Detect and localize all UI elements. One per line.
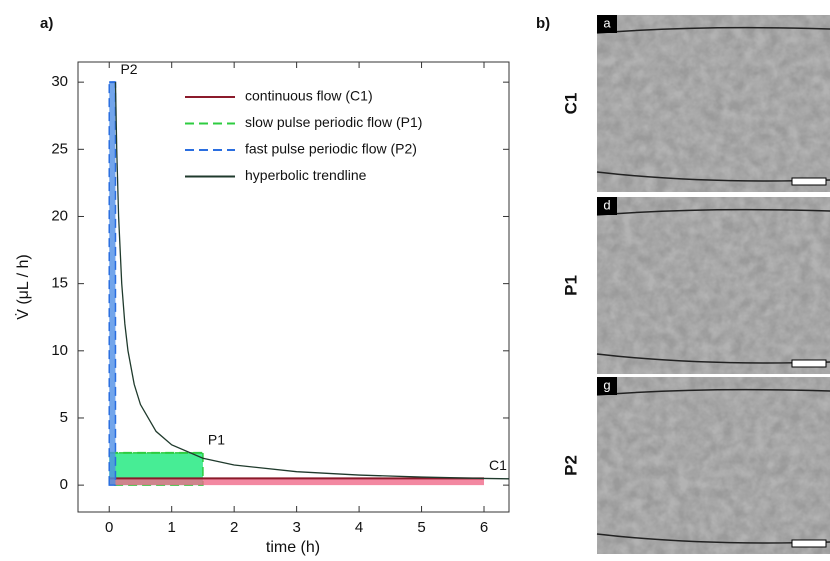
- trendline: [114, 82, 510, 480]
- x-tick-label: 1: [168, 519, 176, 536]
- legend-label: continuous flow (C1): [245, 88, 373, 104]
- flow-area: [108, 81, 117, 486]
- channel-edge: [596, 26, 830, 34]
- micrograph-texture: [597, 377, 830, 554]
- x-axis-label: time (h): [266, 539, 320, 556]
- plot-frame: [77, 61, 510, 513]
- y-tick-label: 15: [51, 275, 68, 292]
- scale-bar: [791, 539, 827, 548]
- image-tag: a: [603, 15, 611, 30]
- row-label: C1: [561, 93, 580, 115]
- channel-edge: [596, 388, 830, 396]
- row-label: P1: [561, 275, 580, 296]
- annotation: C1: [489, 457, 507, 473]
- scale-bar: [791, 177, 827, 186]
- y-tick-label: 20: [51, 207, 68, 224]
- tag-box: [597, 15, 617, 33]
- panel-label: a): [40, 15, 53, 32]
- x-tick-label: 4: [355, 519, 363, 536]
- micrograph-texture: [597, 15, 830, 192]
- x-tick-label: 5: [417, 519, 425, 536]
- panel-label: b): [536, 15, 550, 32]
- image-tag: d: [603, 197, 610, 212]
- legend-label: hyperbolic trendline: [245, 167, 367, 183]
- y-tick-label: 10: [51, 342, 68, 359]
- y-tick-label: 25: [51, 140, 68, 157]
- y-tick-label: 5: [60, 409, 68, 426]
- x-tick-label: 2: [230, 519, 238, 536]
- y-tick-label: 0: [60, 476, 68, 493]
- x-tick-label: 3: [292, 519, 300, 536]
- row-label: P2: [561, 455, 580, 476]
- y-tick-label: 30: [51, 73, 68, 90]
- y-axis-label: V̇ (μL / h): [14, 254, 32, 320]
- channel-edge: [596, 208, 830, 216]
- legend-label: fast pulse periodic flow (P2): [245, 141, 417, 157]
- tag-box: [597, 377, 617, 395]
- x-tick-label: 6: [480, 519, 488, 536]
- x-tick-label: 0: [105, 519, 113, 536]
- tag-box: [597, 197, 617, 215]
- image-tag: g: [603, 377, 610, 392]
- annotation: P2: [120, 61, 137, 77]
- legend-label: slow pulse periodic flow (P1): [245, 114, 422, 130]
- micrographs: a C1 d P1 g P2: [561, 15, 830, 554]
- scale-bar: [791, 359, 827, 368]
- annotation: P1: [208, 432, 225, 448]
- micrograph-texture: [597, 197, 830, 374]
- flow-area: [109, 478, 485, 486]
